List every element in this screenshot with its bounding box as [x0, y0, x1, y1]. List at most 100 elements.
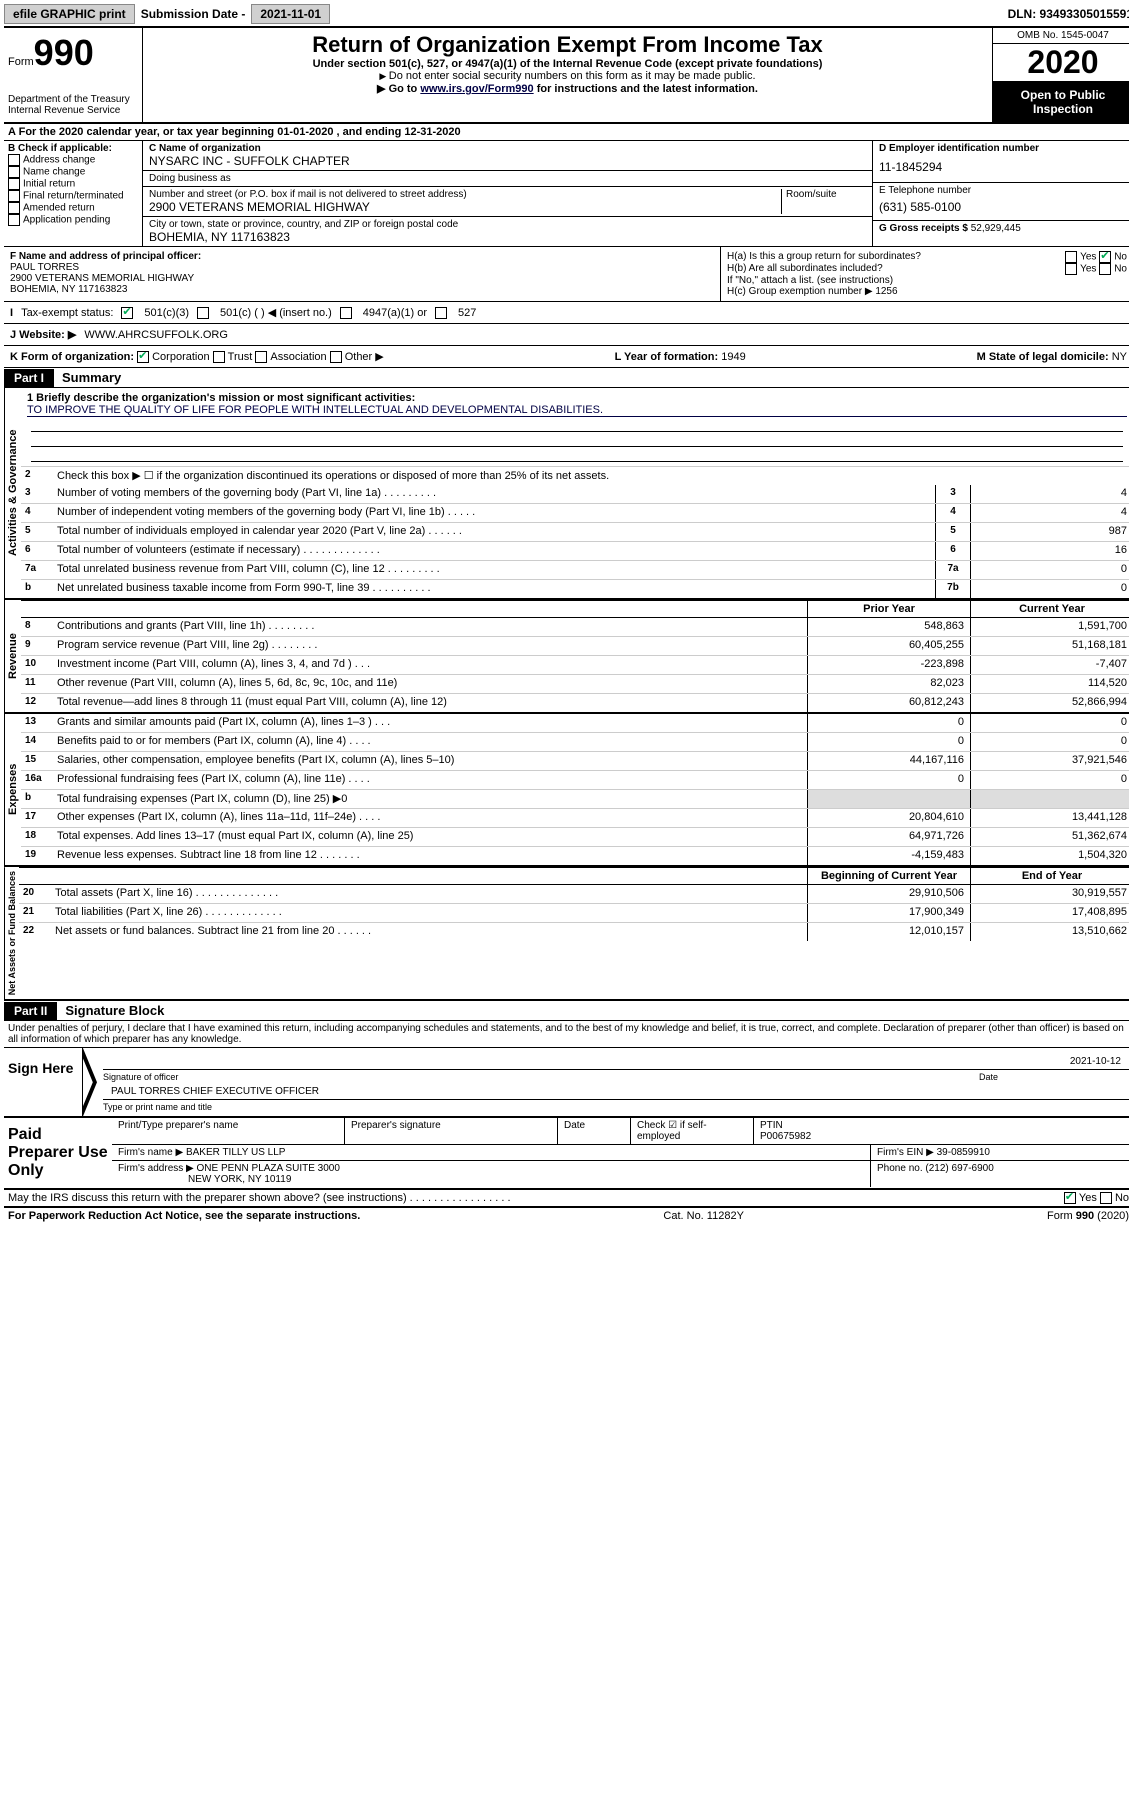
year-formation: 1949 [721, 351, 745, 363]
ptin-value: P00675982 [760, 1131, 1127, 1142]
efile-button[interactable]: efile GRAPHIC print [4, 4, 135, 24]
street-label: Number and street (or P.O. box if mail i… [149, 189, 781, 200]
top-bar: efile GRAPHIC print Submission Date - 20… [4, 4, 1129, 28]
line-6: 6 Total number of volunteers (estimate i… [21, 541, 1129, 560]
room-label: Room/suite [786, 189, 866, 200]
tax-year: 2020 [993, 44, 1129, 82]
chk-name-change[interactable] [8, 166, 20, 178]
form990-link[interactable]: www.irs.gov/Form990 [420, 83, 533, 95]
line-9: 9 Program service revenue (Part VIII, li… [21, 636, 1129, 655]
line-13: 13 Grants and similar amounts paid (Part… [21, 714, 1129, 732]
self-employed-check: Check ☑ if self-employed [631, 1118, 754, 1144]
chk-501c[interactable] [197, 307, 209, 319]
governance-label: Activities & Governance [4, 388, 21, 598]
part2-badge: Part II [4, 1002, 57, 1020]
officer-name-title: PAUL TORRES CHIEF EXECUTIVE OFFICER [111, 1086, 319, 1097]
website-row: J Website: ▶ WWW.AHRCSUFFOLK.ORG [4, 324, 1129, 346]
hc-label: H(c) Group exemption number ▶ [727, 286, 873, 297]
date-label: Date [979, 1072, 1129, 1082]
form-subtitle: Under section 501(c), 527, or 4947(a)(1)… [147, 58, 988, 70]
col-current-year: Current Year [970, 601, 1129, 617]
chk-trust[interactable] [213, 351, 225, 363]
chk-initial-return[interactable] [8, 178, 20, 190]
year-formation-label: L Year of formation: [615, 351, 719, 363]
chk-assoc[interactable] [255, 351, 267, 363]
arrow-icon [83, 1048, 97, 1116]
col-prior-year: Prior Year [807, 601, 970, 617]
officer-name: PAUL TORRES [10, 262, 714, 273]
ptin-label: PTIN [760, 1120, 1127, 1131]
hb-no[interactable] [1099, 263, 1111, 275]
page-footer: For Paperwork Reduction Act Notice, see … [4, 1208, 1129, 1224]
instruction-ssn: Do not enter social security numbers on … [147, 70, 988, 82]
sig-date-value: 2021-10-12 [1070, 1056, 1121, 1067]
hb-note: If "No," attach a list. (see instruction… [727, 275, 1127, 286]
ha-no[interactable] [1099, 251, 1111, 263]
dba-label: Doing business as [149, 173, 866, 184]
chk-final-return[interactable] [8, 190, 20, 202]
chk-501c3[interactable] [121, 307, 133, 319]
section-a-tax-year: A For the 2020 calendar year, or tax yea… [4, 124, 1129, 141]
firm-name: BAKER TILLY US LLP [186, 1147, 286, 1158]
section-net-assets: Net Assets or Fund Balances Beginning of… [4, 867, 1129, 1001]
discuss-yes[interactable] [1064, 1192, 1076, 1204]
chk-4947[interactable] [340, 307, 352, 319]
street-value: 2900 VETERANS MEMORIAL HIGHWAY [149, 200, 781, 214]
discuss-no[interactable] [1100, 1192, 1112, 1204]
phone-label: Phone no. [877, 1163, 923, 1174]
chk-527[interactable] [435, 307, 447, 319]
hb-label: H(b) Are all subordinates included? [727, 263, 883, 275]
ein-value: 11-1845294 [879, 154, 1127, 180]
line-20: 20 Total assets (Part X, line 16) . . . … [19, 885, 1129, 903]
section-revenue: Revenue Prior Year Current Year 8 Contri… [4, 600, 1129, 714]
chk-other[interactable] [330, 351, 342, 363]
line-14: 14 Benefits paid to or for members (Part… [21, 732, 1129, 751]
block-fh: F Name and address of principal officer:… [4, 247, 1129, 302]
chk-pending[interactable] [8, 214, 20, 226]
prep-sig-label: Preparer's signature [345, 1118, 558, 1144]
city-label: City or town, state or province, country… [149, 219, 866, 230]
chk-address-change[interactable] [8, 154, 20, 166]
ha-yes[interactable] [1065, 251, 1077, 263]
line-16a: 16a Professional fundraising fees (Part … [21, 770, 1129, 789]
line1-label: 1 Briefly describe the organization's mi… [27, 392, 1127, 404]
instr-pre: Go to [389, 83, 421, 95]
dept-label: Department of the Treasury Internal Reve… [8, 94, 138, 116]
form-title: Return of Organization Exempt From Incom… [147, 32, 988, 58]
line-b: b Total fundraising expenses (Part IX, c… [21, 789, 1129, 808]
chk-amended[interactable] [8, 202, 20, 214]
paperwork-notice: For Paperwork Reduction Act Notice, see … [8, 1210, 360, 1222]
col-begin-year: Beginning of Current Year [807, 868, 970, 884]
block-bcd: B Check if applicable: Address change Na… [4, 141, 1129, 247]
net-assets-label: Net Assets or Fund Balances [4, 867, 19, 999]
firm-addr2: NEW YORK, NY 10119 [118, 1174, 864, 1185]
form-header: Form 990 Department of the Treasury Inte… [4, 28, 1129, 124]
firm-name-label: Firm's name ▶ [118, 1147, 183, 1158]
dln-label: DLN: 93493305015591 [1008, 7, 1129, 21]
part1-header-row: Part I Summary [4, 368, 1129, 388]
mission-text: TO IMPROVE THE QUALITY OF LIFE FOR PEOPL… [27, 404, 1127, 417]
chk-corp[interactable] [137, 351, 149, 363]
line-3: 3 Number of voting members of the govern… [21, 485, 1129, 503]
form-number: 990 [34, 32, 94, 74]
org-name-label: C Name of organization [149, 143, 866, 154]
website-label: J Website: ▶ [10, 328, 76, 341]
officer-addr1: 2900 VETERANS MEMORIAL HIGHWAY [10, 273, 714, 284]
prep-name-label: Print/Type preparer's name [112, 1118, 345, 1144]
line-21: 21 Total liabilities (Part X, line 26) .… [19, 903, 1129, 922]
line-7a: 7a Total unrelated business revenue from… [21, 560, 1129, 579]
korg-label: K Form of organization: [10, 351, 134, 363]
type-print-label: Type or print name and title [103, 1102, 1129, 1112]
hb-yes[interactable] [1065, 263, 1077, 275]
line-8: 8 Contributions and grants (Part VIII, l… [21, 618, 1129, 636]
line-15: 15 Salaries, other compensation, employe… [21, 751, 1129, 770]
line-17: 17 Other expenses (Part IX, column (A), … [21, 808, 1129, 827]
submission-date-button[interactable]: 2021-11-01 [251, 4, 330, 24]
line-4: 4 Number of independent voting members o… [21, 503, 1129, 522]
sig-officer-label: Signature of officer [103, 1072, 979, 1082]
line-22: 22 Net assets or fund balances. Subtract… [19, 922, 1129, 941]
discuss-row: May the IRS discuss this return with the… [4, 1190, 1129, 1208]
phone-value: (212) 697-6900 [925, 1163, 993, 1174]
gross-label: G Gross receipts $ [879, 223, 971, 234]
section-expenses: Expenses 13 Grants and similar amounts p… [4, 714, 1129, 867]
